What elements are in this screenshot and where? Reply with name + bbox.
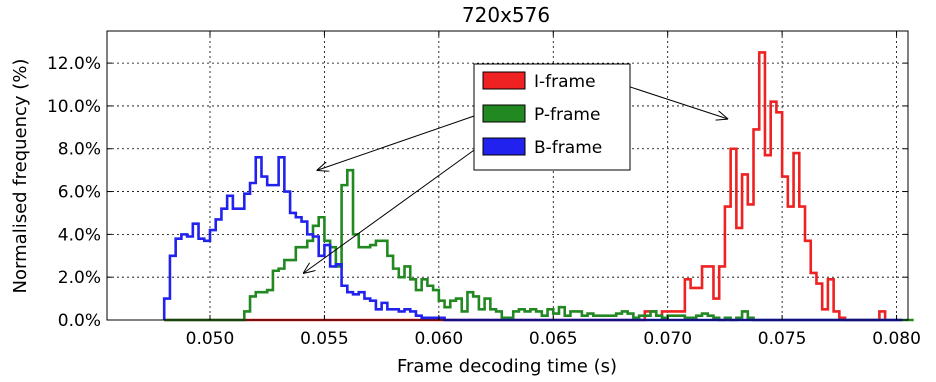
legend-label-p-frame: P-frame — [534, 105, 600, 125]
chart-title: 720x576 — [462, 3, 550, 27]
annotation-arrow-p-frame — [318, 114, 478, 170]
plot-frame — [106, 30, 909, 321]
legend-swatch-p-frame — [482, 104, 526, 123]
annotation-arrows — [304, 81, 727, 273]
x-tick-label: 0.055 — [300, 329, 349, 349]
y-tick-label: 0.0% — [58, 311, 101, 331]
legend-swatch-b-frame — [482, 137, 526, 156]
series-p-frame — [164, 168, 914, 322]
x-tick-label: 0.050 — [186, 329, 235, 349]
y-tick-label: 8.0% — [58, 140, 101, 160]
y-tick-label: 4.0% — [58, 225, 101, 245]
annotation-arrow-i-frame — [614, 81, 727, 119]
y-tick-label: 12.0% — [47, 54, 101, 74]
legend-swatch-i-frame — [482, 71, 526, 90]
axis-ticks: 0.050 0.055 0.060 0.065 0.070 0.075 0.080 0.0% 2… — [47, 31, 921, 349]
x-tick-label: 0.080 — [872, 329, 921, 349]
x-tick-label: 0.070 — [643, 329, 692, 349]
y-tick-label: 2.0% — [58, 268, 101, 288]
legend-label-b-frame: B-frame — [534, 138, 602, 158]
x-axis-label: Frame decoding time (s) — [397, 356, 617, 377]
legend-label-i-frame: I-frame — [534, 72, 596, 92]
annotation-arrow-b-frame — [304, 147, 478, 273]
series-b-frame — [162, 156, 903, 322]
y-axis-label: Normalised frequency (%) — [10, 59, 31, 294]
y-tick-label: 6.0% — [58, 183, 101, 203]
legend: I-frame P-frame B-frame — [473, 63, 631, 171]
x-tick-label: 0.065 — [529, 329, 578, 349]
x-tick-label: 0.075 — [758, 329, 807, 349]
y-tick-label: 10.0% — [47, 97, 101, 117]
x-tick-label: 0.060 — [415, 329, 464, 349]
